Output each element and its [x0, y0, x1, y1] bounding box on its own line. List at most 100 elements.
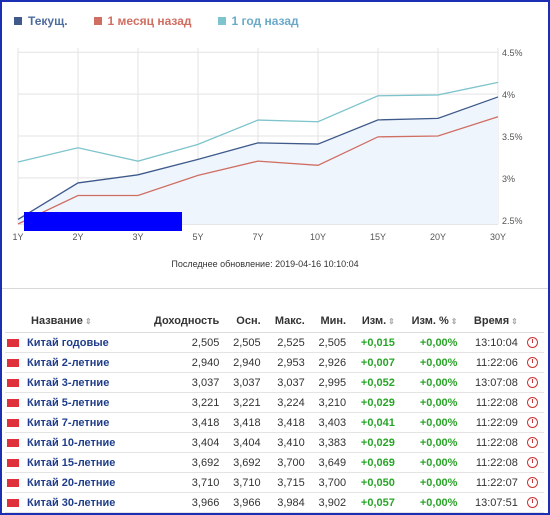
cell-high: 3,037: [264, 372, 309, 393]
china-flag-icon: [7, 358, 19, 367]
cell-prev: 2,940: [223, 352, 265, 373]
header-high[interactable]: Макс.: [264, 309, 309, 333]
legend-current-swatch: [14, 17, 22, 25]
clock-icon: [527, 377, 539, 389]
cell-low: 3,383: [308, 432, 351, 453]
bond-name-cell[interactable]: Китай 3-летние: [5, 372, 139, 393]
table-body: Китай годовые 2,505 2,505 2,525 2,505 +0,015 +…: [5, 332, 544, 513]
china-flag-icon: [7, 478, 19, 487]
bond-name-link[interactable]: Китай 7-летние: [27, 416, 110, 429]
cell-chg-pct: +0,00%: [398, 432, 462, 453]
table-row: Китай 20-летние 3,710 3,710 3,715 3,700 +0,05…: [5, 472, 544, 493]
bond-name-link[interactable]: Китай 15-летние: [27, 456, 116, 469]
sort-icon[interactable]: ⇕: [450, 316, 458, 326]
cell-prev: 3,692: [223, 452, 265, 473]
header-change-pct-label: Изм. %: [411, 314, 449, 327]
header-low[interactable]: Мин.: [308, 309, 351, 333]
clock-cell: [521, 492, 544, 513]
cell-time: 13:07:51: [461, 492, 522, 513]
header-time[interactable]: Время ⇕: [461, 309, 522, 333]
bond-name-link[interactable]: Китай 20-летние: [27, 476, 116, 489]
legend-year-label: 1 год назад: [231, 14, 299, 28]
cell-high: 3,700: [264, 452, 309, 473]
bond-name-link[interactable]: Китай 5-летние: [27, 396, 110, 409]
header-yield[interactable]: Доходность: [138, 309, 224, 333]
cell-yield: 2,505: [138, 332, 224, 353]
cell-chg: +0,029: [350, 432, 399, 453]
table-row: Китай 10-летние 3,404 3,404 3,410 3,383 +0,02…: [5, 432, 544, 453]
china-flag-icon: [7, 498, 19, 507]
clock-cell: [521, 372, 544, 393]
sort-icon[interactable]: ⇕: [511, 316, 518, 326]
header-time-label: Время: [473, 314, 510, 327]
bond-name-link[interactable]: Китай 30-летние: [27, 496, 116, 509]
clock-icon: [527, 357, 539, 369]
bond-name-cell[interactable]: Китай 10-летние: [5, 432, 139, 453]
header-name-label: Название: [31, 314, 83, 327]
header-yield-label: Доходность: [154, 314, 220, 327]
y-tick-label: 4%: [502, 90, 515, 100]
bond-name-cell[interactable]: Китай годовые: [5, 332, 139, 353]
header-prev[interactable]: Осн.: [223, 309, 265, 333]
cell-time: 13:07:08: [461, 372, 522, 393]
sort-icon[interactable]: ⇕: [84, 316, 92, 326]
bond-name-link[interactable]: Китай годовые: [27, 336, 109, 349]
legend-month-swatch: [93, 17, 102, 25]
cell-high: 3,984: [264, 492, 309, 513]
legend-year[interactable]: 1 год назад: [217, 12, 299, 30]
x-tick-label: 10Y: [310, 232, 326, 242]
cell-time: 11:22:07: [461, 472, 522, 493]
clock-icon: [527, 417, 539, 429]
x-tick-label: 2Y: [72, 232, 83, 242]
clock-cell: [521, 472, 544, 493]
series-line-current: [17, 96, 499, 220]
bond-name-cell[interactable]: Китай 15-летние: [5, 452, 139, 473]
header-change-pct[interactable]: Изм. % ⇕: [398, 309, 462, 333]
cell-yield: 3,418: [138, 412, 224, 433]
legend-current[interactable]: Текущ.: [14, 12, 68, 30]
cell-chg-pct: +0,00%: [398, 492, 462, 513]
y-tick-label: 2.5%: [502, 216, 523, 226]
cell-chg: +0,050: [350, 472, 399, 493]
bond-name-cell[interactable]: Китай 7-летние: [5, 412, 139, 433]
bonds-table: Название ⇕ Доходность Осн. Макс. Мин. Изм. ⇕ Изм…: [5, 309, 544, 513]
sort-icon[interactable]: ⇕: [388, 316, 395, 326]
x-tick-label: 15Y: [370, 232, 386, 242]
bond-name-link[interactable]: Китай 10-летние: [27, 436, 116, 449]
x-tick-label: 7Y: [252, 232, 263, 242]
bond-name-link[interactable]: Китай 3-летние: [27, 376, 110, 389]
divider: [2, 288, 548, 289]
cell-yield: 3,710: [138, 472, 224, 493]
bond-name-cell[interactable]: Китай 5-летние: [5, 392, 139, 413]
bond-name-cell[interactable]: Китай 30-летние: [5, 492, 139, 513]
cell-high: 3,410: [264, 432, 309, 453]
cell-chg: +0,069: [350, 452, 399, 473]
header-name[interactable]: Название ⇕: [5, 309, 139, 333]
cell-time: 11:22:06: [461, 352, 522, 373]
header-change[interactable]: Изм. ⇕: [350, 309, 399, 333]
cell-high: 2,525: [264, 332, 309, 353]
x-tick-label: 5Y: [192, 232, 203, 242]
legend-current-label: Текущ.: [28, 14, 68, 28]
cell-low: 2,926: [308, 352, 351, 373]
cell-yield: 3,692: [138, 452, 224, 473]
bond-name-cell[interactable]: Китай 20-летние: [5, 472, 139, 493]
table-row: Китай 5-летние 3,221 3,221 3,224 3,210 +0,029…: [5, 392, 544, 413]
clock-cell: [521, 352, 544, 373]
cell-chg-pct: +0,00%: [398, 412, 462, 433]
legend-year-swatch: [217, 17, 226, 25]
legend-month[interactable]: 1 месяц назад: [93, 12, 192, 30]
bond-name-cell[interactable]: Китай 2-летние: [5, 352, 139, 373]
clock-icon: [527, 457, 539, 469]
cell-chg-pct: +0,00%: [398, 372, 462, 393]
china-flag-icon: [7, 438, 19, 447]
cell-prev: 2,505: [223, 332, 265, 353]
y-tick-label: 3%: [502, 174, 515, 184]
redaction-box: [24, 212, 182, 231]
clock-icon: [527, 397, 539, 409]
bond-name-link[interactable]: Китай 2-летние: [27, 356, 110, 369]
table-row: Китай 7-летние 3,418 3,418 3,418 3,403 +0,041…: [5, 412, 544, 433]
cell-chg: +0,007: [350, 352, 399, 373]
clock-icon: [527, 437, 539, 449]
x-tick-label: 20Y: [430, 232, 446, 242]
